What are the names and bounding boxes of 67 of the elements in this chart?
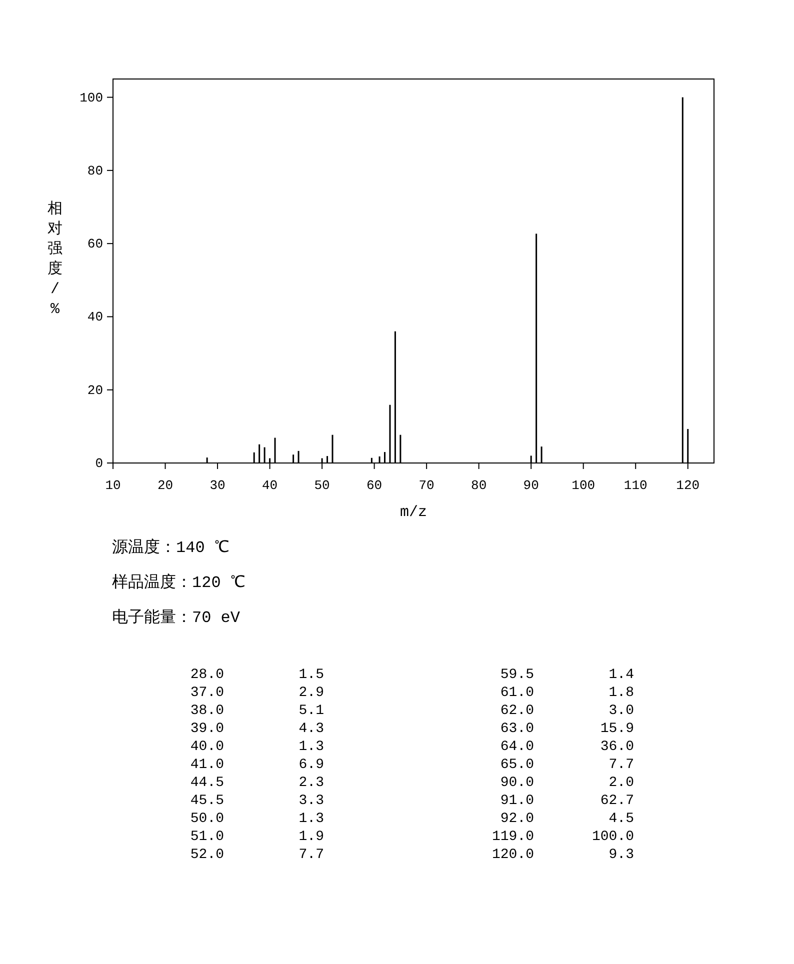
x-tick-label: 60 <box>366 478 382 493</box>
text: 4.5 <box>608 811 634 827</box>
text: 52.0 <box>190 847 224 863</box>
text: 61.0 <box>500 685 534 701</box>
text: 1.3 <box>298 811 324 827</box>
x-tick-label: 20 <box>157 478 174 493</box>
text: 28.0 <box>190 667 224 683</box>
text: 100.0 <box>592 829 634 845</box>
x-tick-label: 80 <box>471 478 487 493</box>
text: 5.1 <box>298 703 324 719</box>
text: 37.0 <box>190 685 224 701</box>
x-tick-label: 110 <box>624 478 648 493</box>
y-tick-label: 40 <box>87 310 103 325</box>
x-tick-label: 120 <box>676 478 700 493</box>
text: 样品温度：120 ℃ <box>112 573 246 592</box>
text: 62.7 <box>600 793 634 809</box>
text: 4.3 <box>298 721 324 737</box>
text: 45.5 <box>190 793 224 809</box>
y-tick-label: 0 <box>95 456 103 471</box>
text: 40.0 <box>190 739 224 755</box>
text: 65.0 <box>500 757 534 773</box>
text: 1.4 <box>608 667 634 683</box>
text: 36.0 <box>600 739 634 755</box>
text: 6.9 <box>298 757 324 773</box>
text: 3.3 <box>298 793 324 809</box>
y-tick-label: 80 <box>87 163 103 178</box>
text: 63.0 <box>500 721 534 737</box>
text: 39.0 <box>190 721 224 737</box>
text: 2.3 <box>298 775 324 791</box>
x-tick-label: 10 <box>105 478 121 493</box>
text: 119.0 <box>492 829 534 845</box>
ylabel: 相对强度/% <box>48 201 62 318</box>
text: 1.8 <box>608 685 634 701</box>
text: 91.0 <box>500 793 534 809</box>
x-axis-title: m/z <box>400 504 428 521</box>
text: 44.5 <box>190 775 224 791</box>
text: 3.0 <box>608 703 634 719</box>
text: 51.0 <box>190 829 224 845</box>
text: 59.5 <box>500 667 534 683</box>
text: 120.0 <box>492 847 534 863</box>
text: 90.0 <box>500 775 534 791</box>
text: 1.5 <box>298 667 324 683</box>
text: 源温度：140 ℃ <box>112 538 230 557</box>
text: 2.0 <box>608 775 634 791</box>
x-tick-label: 40 <box>262 478 278 493</box>
text: 41.0 <box>190 757 224 773</box>
y-tick-label: 100 <box>80 90 103 106</box>
text: 9.3 <box>608 847 634 863</box>
x-tick-label: 50 <box>314 478 330 493</box>
x-tick-label: 30 <box>210 478 226 493</box>
text: 50.0 <box>190 811 224 827</box>
text: 7.7 <box>608 757 634 773</box>
y-tick-label: 60 <box>87 236 103 252</box>
x-tick-label: 90 <box>523 478 539 493</box>
text: 92.0 <box>500 811 534 827</box>
text: 1.9 <box>298 829 324 845</box>
text: 1.3 <box>298 739 324 755</box>
x-tick-label: 100 <box>572 478 596 493</box>
text: 电子能量：70 eV <box>112 608 240 627</box>
text: 2.9 <box>298 685 324 701</box>
text: 64.0 <box>500 739 534 755</box>
text: 38.0 <box>190 703 224 719</box>
x-tick-label: 70 <box>418 478 434 493</box>
text: 15.9 <box>600 721 634 737</box>
text: 62.0 <box>500 703 534 719</box>
text: 7.7 <box>298 847 324 863</box>
y-tick-label: 20 <box>87 382 103 398</box>
